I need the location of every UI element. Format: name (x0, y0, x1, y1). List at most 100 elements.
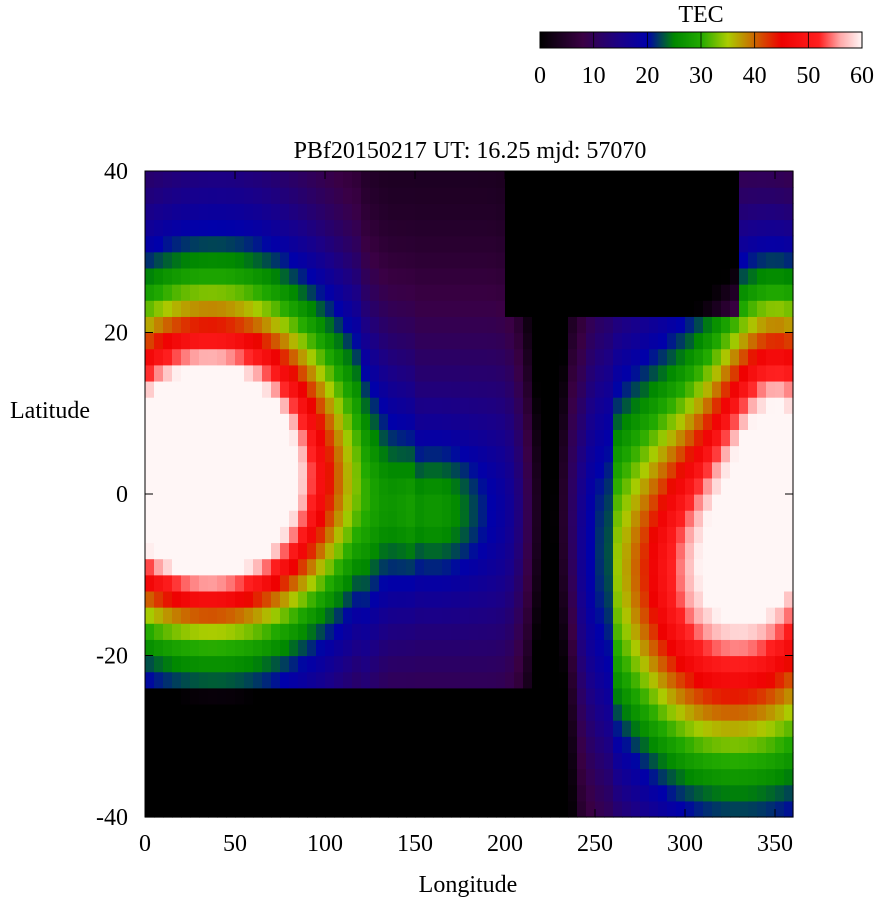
heatmap-cell (613, 284, 623, 301)
heatmap-cell (739, 558, 749, 576)
heatmap-cell (235, 187, 245, 204)
heatmap-cell (388, 671, 398, 689)
heatmap-cell (469, 187, 479, 204)
heatmap-cell (703, 397, 713, 414)
heatmap-cell (397, 461, 407, 479)
heatmap-cell (577, 510, 587, 527)
heatmap-cell (703, 558, 713, 576)
heatmap-cell (730, 720, 740, 737)
heatmap-cell (649, 526, 659, 544)
heatmap-cell (343, 526, 353, 544)
heatmap-cell (568, 768, 578, 786)
heatmap-cell (766, 703, 776, 721)
heatmap-cell (694, 251, 704, 269)
heatmap-cell (469, 590, 479, 608)
heatmap-cell (379, 235, 389, 253)
heatmap-cell (550, 332, 560, 350)
heatmap-cell (487, 235, 497, 253)
heatmap-cell (604, 703, 614, 721)
heatmap-cell (352, 348, 362, 366)
heatmap-cell (667, 477, 677, 495)
heatmap-cell (775, 219, 785, 237)
heatmap-cell (784, 380, 794, 398)
heatmap-cell (622, 494, 632, 511)
heatmap-cell (766, 655, 776, 673)
heatmap-cell (262, 284, 272, 301)
heatmap-cell (460, 364, 470, 382)
heatmap-cell (532, 655, 542, 673)
heatmap-cell (604, 284, 614, 301)
heatmap-cell (451, 574, 461, 592)
heatmap-cell (451, 316, 461, 334)
heatmap-cell (550, 316, 560, 334)
heatmap-cell (757, 300, 767, 317)
heatmap-cell (181, 703, 191, 721)
heatmap-cell (469, 284, 479, 301)
heatmap-cell (289, 752, 299, 770)
heatmap-cell (487, 623, 497, 640)
heatmap-cell (568, 429, 578, 447)
heatmap-cell (622, 413, 632, 430)
heatmap-cell (316, 590, 326, 608)
heatmap-cell (784, 316, 794, 334)
heatmap-cell (649, 380, 659, 398)
heatmap-cell (604, 251, 614, 269)
heatmap-cell (325, 607, 335, 624)
heatmap-cell (712, 171, 722, 188)
heatmap-cell (523, 267, 533, 285)
heatmap-cell (649, 655, 659, 673)
heatmap-cell (433, 235, 443, 253)
heatmap-cell (406, 413, 416, 430)
heatmap-cell (712, 510, 722, 527)
heatmap-cell (145, 267, 155, 285)
heatmap-cell (739, 300, 749, 317)
heatmap-cell (181, 590, 191, 608)
heatmap-cell (730, 655, 740, 673)
heatmap-cell (667, 526, 677, 544)
heatmap-cell (217, 590, 227, 608)
heatmap-cell (559, 477, 569, 495)
heatmap-cell (532, 768, 542, 786)
heatmap-cell (289, 171, 299, 188)
heatmap-cell (163, 219, 173, 237)
heatmap-cell (559, 510, 569, 527)
heatmap-cell (334, 510, 344, 527)
heatmap-cell (163, 316, 173, 334)
heatmap-cell (595, 671, 605, 689)
heatmap-cell (370, 623, 380, 640)
heatmap-cell (226, 235, 236, 253)
heatmap-cell (703, 364, 713, 382)
heatmap-cell (217, 219, 227, 237)
heatmap-cell (298, 639, 308, 657)
heatmap-cell (478, 380, 488, 398)
heatmap-cell (685, 267, 695, 285)
heatmap-cell (163, 574, 173, 592)
heatmap-cell (487, 284, 497, 301)
heatmap-cell (262, 235, 272, 253)
heatmap-cell (622, 510, 632, 527)
heatmap-cell (271, 316, 281, 334)
heatmap-cell (226, 494, 236, 511)
heatmap-cell (442, 494, 452, 511)
heatmap-cell (298, 461, 308, 479)
heatmap-cell (757, 267, 767, 285)
heatmap-cell (172, 590, 182, 608)
heatmap-cell (226, 574, 236, 592)
heatmap-cell (343, 413, 353, 430)
heatmap-cell (289, 590, 299, 608)
heatmap-cell (604, 542, 614, 560)
heatmap-cell (766, 284, 776, 301)
heatmap-cell (667, 284, 677, 301)
heatmap-cell (523, 607, 533, 624)
heatmap-cell (226, 655, 236, 673)
heatmap-cell (343, 768, 353, 786)
heatmap-cell (271, 251, 281, 269)
heatmap-cell (460, 300, 470, 317)
heatmap-cell (748, 445, 758, 463)
heatmap-cell (523, 348, 533, 366)
heatmap-cell (154, 477, 164, 495)
heatmap-cell (226, 607, 236, 624)
heatmap-cell (370, 736, 380, 753)
heatmap-cell (271, 203, 281, 221)
heatmap-cell (442, 623, 452, 640)
